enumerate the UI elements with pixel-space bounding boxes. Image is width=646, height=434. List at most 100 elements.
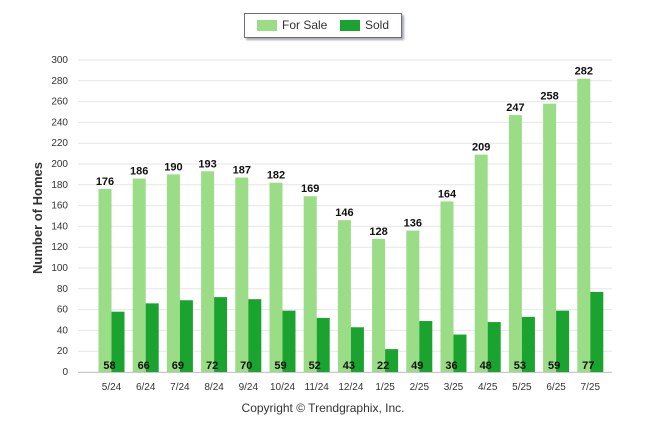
legend-label-for-sale: For Sale [282, 18, 328, 32]
bar-for-sale[interactable] [235, 177, 249, 372]
bar-for-sale[interactable] [577, 78, 591, 372]
x-tick-label: 8/24 [204, 382, 224, 393]
data-label-sold: 58 [103, 360, 115, 372]
bar-sold[interactable] [590, 291, 604, 372]
data-label-for-sale: 186 [130, 166, 148, 178]
y-tick-label: 220 [51, 138, 68, 149]
x-tick-label: 12/24 [338, 382, 363, 393]
bar-sold[interactable] [350, 327, 364, 372]
bar-sold[interactable] [556, 310, 570, 372]
x-tick-label: 1/25 [375, 382, 395, 393]
bar-for-sale[interactable] [406, 230, 420, 372]
y-tick-label: 200 [51, 159, 68, 170]
data-label-for-sale: 176 [96, 176, 114, 188]
x-tick-label: 7/25 [581, 382, 601, 393]
x-tick-label: 6/25 [546, 382, 566, 393]
legend-swatch-for-sale [257, 19, 277, 31]
bar-sold[interactable] [521, 316, 535, 372]
data-label-sold: 43 [343, 360, 355, 372]
copyright: Copyright © Trendgraphix, Inc. [241, 401, 405, 415]
legend-item-for-sale[interactable]: For Sale [257, 18, 327, 32]
bar-sold[interactable] [385, 349, 399, 372]
data-label-sold: 48 [480, 360, 492, 372]
data-label-for-sale: 282 [575, 66, 593, 78]
bar-for-sale[interactable] [440, 201, 454, 372]
bar-sold[interactable] [111, 311, 125, 372]
x-tick-label: 3/25 [444, 382, 464, 393]
x-tick-labels: 5/24 6/24 7/24 8/24 9/24 10/24 11/24 12/24 1/25 2… [102, 382, 601, 393]
x-tick-label: 7/24 [170, 382, 190, 393]
y-tick-label: 240 [51, 117, 68, 128]
data-label-sold: 36 [445, 360, 457, 372]
bar-for-sale[interactable] [132, 178, 146, 372]
legend-swatch-sold [340, 19, 360, 31]
data-label-sold: 22 [377, 360, 389, 372]
y-tick-label: 280 [51, 76, 68, 87]
data-label-for-sale: 136 [404, 218, 422, 230]
legend: For Sale Sold [244, 13, 402, 38]
data-label-sold: 59 [548, 360, 560, 372]
data-label-for-sale: 146 [335, 207, 353, 219]
data-label-sold: 49 [411, 360, 423, 372]
data-label-sold: 70 [240, 360, 252, 372]
bar-sold[interactable] [145, 303, 159, 372]
bar-sold[interactable] [316, 317, 330, 372]
y-tick-label: 100 [51, 263, 68, 274]
bar-sold[interactable] [453, 334, 467, 372]
data-labels: 176 58 186 66 190 69 193 72 187 70 182 59 169 52 146 43… [96, 66, 595, 372]
bar-for-sale[interactable] [543, 103, 557, 373]
data-label-for-sale: 193 [198, 158, 216, 170]
bar-for-sale[interactable] [337, 220, 351, 372]
bar-sold[interactable] [419, 321, 433, 372]
y-tick-label: 20 [57, 346, 69, 357]
y-tick-label: 180 [51, 180, 68, 191]
bar-for-sale[interactable] [372, 238, 386, 372]
y-tick-label: 300 [51, 55, 68, 66]
bar-sold[interactable] [282, 310, 296, 372]
bar-for-sale[interactable] [201, 171, 215, 372]
x-tick-label: 10/24 [270, 382, 295, 393]
x-tick-label: 9/24 [239, 382, 259, 393]
x-tick-label: 5/24 [102, 382, 122, 393]
bar-sold[interactable] [214, 297, 228, 372]
data-label-sold: 77 [582, 360, 594, 372]
bar-for-sale[interactable] [166, 174, 180, 372]
data-label-for-sale: 247 [506, 102, 524, 114]
bar-for-sale[interactable] [474, 154, 488, 372]
data-label-sold: 53 [514, 360, 526, 372]
data-label-sold: 72 [206, 360, 218, 372]
data-label-for-sale: 258 [540, 91, 558, 103]
data-label-for-sale: 187 [233, 165, 251, 177]
y-tick-label: 60 [57, 305, 69, 316]
data-label-for-sale: 164 [438, 188, 457, 200]
bars [98, 78, 604, 373]
bar-sold[interactable] [248, 299, 262, 372]
x-tick-label: 11/24 [305, 382, 330, 393]
y-tick-label: 40 [57, 325, 69, 336]
bar-for-sale[interactable] [269, 182, 283, 372]
bar-for-sale[interactable] [508, 115, 522, 373]
y-axis-label: Number of Homes [30, 162, 45, 274]
data-label-sold: 69 [172, 360, 184, 372]
x-tick-label: 4/25 [478, 382, 498, 393]
data-label-for-sale: 190 [164, 161, 182, 173]
y-tick-label: 140 [51, 221, 68, 232]
bar-for-sale[interactable] [303, 196, 317, 372]
bar-sold[interactable] [179, 300, 193, 372]
y-tick-label: 0 [62, 367, 68, 378]
legend-item-sold[interactable]: Sold [340, 18, 389, 32]
x-tick-label: 5/25 [512, 382, 532, 393]
x-tick-label: 2/25 [410, 382, 430, 393]
bar-sold[interactable] [487, 322, 501, 372]
y-tick-label: 160 [51, 201, 68, 212]
data-label-for-sale: 128 [369, 226, 387, 238]
data-label-for-sale: 182 [267, 170, 285, 182]
x-tick-label: 6/24 [136, 382, 156, 393]
bar-for-sale[interactable] [98, 188, 112, 372]
data-label-sold: 66 [138, 360, 150, 372]
y-tick-label: 80 [57, 284, 69, 295]
y-tick-label: 120 [51, 242, 68, 253]
data-label-sold: 52 [309, 360, 321, 372]
legend-label-sold: Sold [365, 18, 390, 32]
